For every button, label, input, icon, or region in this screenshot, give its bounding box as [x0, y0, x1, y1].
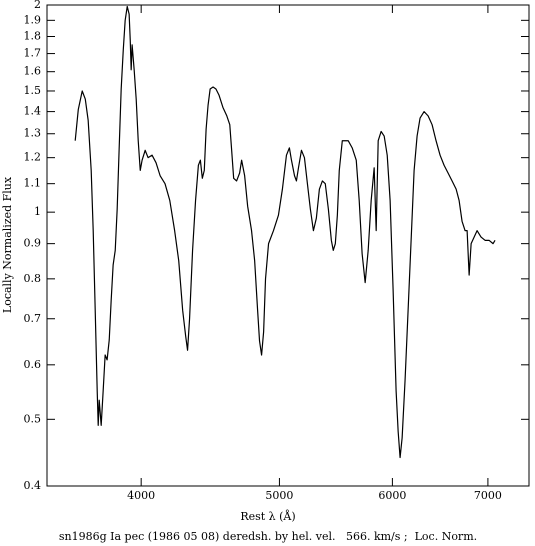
y-axis-label: Locally Normalized Flux — [1, 176, 14, 313]
y-tick-label: 1.4 — [24, 105, 42, 118]
x-tick-label: 6000 — [378, 489, 406, 502]
x-tick-label: 7000 — [474, 489, 502, 502]
y-tick-label: 1.2 — [24, 151, 42, 164]
y-tick-label: 1 — [34, 205, 41, 218]
y-tick-label: 1.6 — [24, 65, 42, 78]
x-axis-label: Rest λ (Å) — [240, 509, 295, 523]
y-tick-label: 0.5 — [24, 412, 42, 425]
y-tick-label: 1.9 — [24, 13, 42, 26]
caption: sn1986g Ia pec (1986 05 08) deredsh. by … — [59, 530, 477, 543]
y-tick-label: 1.8 — [24, 29, 42, 42]
y-tick-label: 0.8 — [24, 272, 42, 285]
y-tick-label: 0.7 — [24, 312, 42, 325]
x-tick-label: 4000 — [127, 489, 155, 502]
plot-frame — [46, 4, 530, 487]
y-tick-label: 0.6 — [24, 358, 42, 371]
y-tick-label: 1.7 — [24, 47, 42, 60]
spectrum-line — [74, 5, 496, 459]
y-tick-label: 1.3 — [24, 127, 42, 140]
y-tick-label: 1.1 — [24, 177, 42, 190]
y-tick-label: 0.9 — [24, 237, 42, 250]
y-tick-label: 0.4 — [24, 479, 42, 492]
y-tick-label: 2 — [34, 0, 41, 11]
y-tick-label: 1.5 — [24, 84, 42, 97]
x-tick-label: 5000 — [265, 489, 293, 502]
